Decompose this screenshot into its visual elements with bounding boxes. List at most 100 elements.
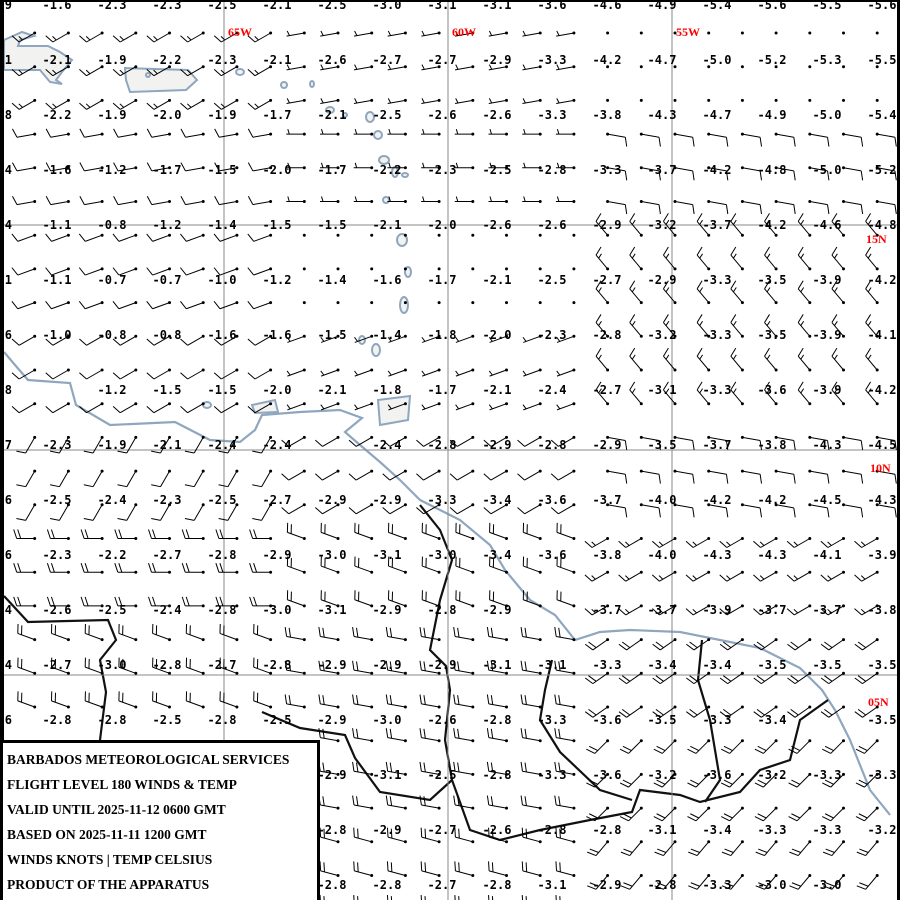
barb-full — [252, 517, 262, 521]
barb-full — [525, 862, 528, 872]
barb-half — [455, 64, 459, 70]
barb-shaft — [193, 504, 204, 521]
barb-full — [453, 694, 456, 704]
wind-barb — [13, 596, 37, 608]
barb-shaft — [629, 389, 642, 405]
barb-full — [180, 338, 188, 346]
wind-barb — [764, 246, 778, 271]
barb-shaft — [629, 288, 642, 303]
wind-barb — [11, 267, 37, 276]
wind-barb — [651, 570, 677, 582]
wind-barb — [486, 660, 508, 675]
wind-barb — [789, 874, 812, 890]
wind-barb — [522, 368, 542, 377]
barb-full — [797, 314, 804, 323]
wind-barb — [118, 657, 138, 675]
barb-shaft — [843, 133, 862, 138]
wind-barb — [556, 334, 576, 343]
wind-barb — [286, 64, 306, 71]
barb-shaft — [763, 807, 777, 822]
temperature-label: 4 — [5, 218, 12, 232]
wind-barb — [740, 31, 744, 35]
temperature-label: -2.5 — [98, 603, 127, 617]
wind-barb — [318, 795, 340, 810]
barb-half — [85, 69, 91, 75]
wind-barb — [453, 660, 475, 675]
wind-barb — [353, 861, 374, 877]
wind-barb — [112, 267, 138, 276]
wind-barb — [419, 660, 441, 675]
wind-barb — [286, 402, 306, 411]
temperature-label: 4 — [5, 163, 12, 177]
barb-full — [112, 406, 121, 414]
wind-barb — [78, 267, 104, 276]
barb-shaft — [152, 268, 170, 276]
barb-shaft — [84, 167, 103, 172]
barb-shaft — [85, 700, 103, 708]
temperature-label: -2.3 — [43, 548, 72, 562]
barb-shaft — [193, 470, 204, 487]
barb-shaft — [227, 504, 238, 521]
barb-shaft — [708, 470, 727, 475]
barb-shaft — [831, 288, 844, 303]
wind-barb — [488, 128, 508, 136]
barb-half — [800, 253, 805, 259]
temperature-label: -4.3 — [703, 548, 732, 562]
wind-barb — [719, 705, 744, 718]
barb-shaft — [454, 804, 473, 809]
barb-full — [180, 69, 188, 77]
wind-barb — [822, 874, 845, 890]
barb-full — [45, 196, 52, 205]
barb-shaft — [288, 436, 305, 447]
barb-half — [556, 370, 561, 376]
barb-shaft — [221, 403, 238, 414]
temperature-label: -0.8 — [98, 218, 127, 232]
wind-barb — [454, 98, 475, 105]
wind-barb — [606, 503, 628, 518]
barb-full — [588, 745, 598, 752]
barb-shaft — [663, 288, 676, 303]
barb-half — [867, 219, 872, 225]
barb-shaft — [253, 700, 271, 708]
barb-full — [720, 782, 730, 788]
barb-half — [665, 388, 670, 394]
barb-shaft — [151, 201, 170, 206]
wind-barb — [808, 503, 830, 518]
barb-half — [665, 320, 670, 326]
barb-shaft — [387, 770, 406, 775]
wind-barb — [639, 200, 661, 215]
temperature-label: -3.0 — [428, 548, 457, 562]
temperature-label: -3.7 — [813, 603, 842, 617]
wind-barb — [219, 691, 239, 709]
station-dot — [774, 65, 778, 69]
station-dot — [403, 301, 407, 305]
barb-shaft — [322, 470, 339, 481]
barb-full — [45, 102, 54, 110]
barb-shaft — [387, 870, 406, 876]
barb-full — [824, 708, 833, 716]
wind-barb — [11, 98, 37, 110]
station-dot — [572, 267, 576, 271]
station-dot — [740, 65, 744, 69]
barb-full — [318, 728, 321, 738]
barb-shaft — [456, 436, 474, 447]
barb-half — [793, 575, 799, 580]
barb-full — [854, 608, 862, 616]
barb-full — [389, 728, 393, 739]
barb-shaft — [877, 436, 896, 442]
barb-full — [656, 882, 667, 887]
barb-shaft — [152, 666, 170, 674]
barb-full — [249, 563, 254, 573]
barb-shaft — [591, 571, 608, 582]
barb-shaft — [17, 268, 35, 276]
barb-full — [146, 301, 153, 310]
barb-full — [486, 761, 490, 772]
barb-full — [524, 728, 527, 739]
wind-barb — [774, 132, 796, 147]
barb-full — [416, 507, 424, 515]
barb-full — [856, 885, 866, 890]
barb-full — [619, 748, 629, 754]
temperature-label: -2.9 — [428, 658, 457, 672]
barb-shaft — [152, 234, 170, 242]
wind-barb — [730, 314, 744, 338]
